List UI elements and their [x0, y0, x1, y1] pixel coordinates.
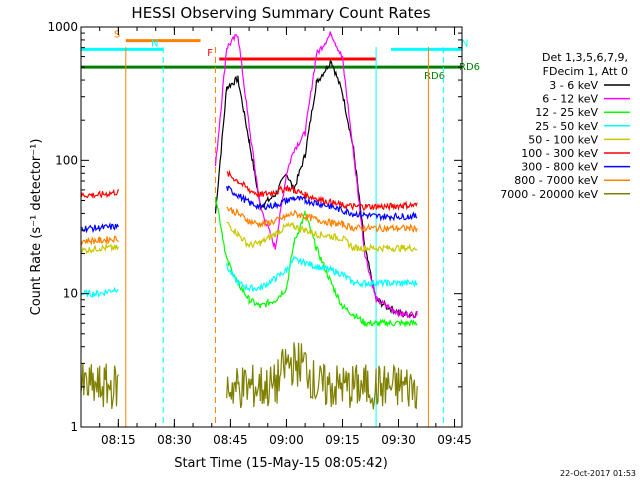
legend-entry-label: 50 - 100 keV: [528, 133, 598, 146]
y-tick-label: 1000: [47, 20, 78, 34]
legend-entry-label: 800 - 7000 keV: [514, 174, 598, 187]
plot-frame: [80, 26, 463, 428]
series-line: [226, 169, 418, 212]
x-tick-label: 09:45: [437, 433, 472, 447]
legend-entry-label: 3 - 6 keV: [549, 79, 598, 92]
series-line: [80, 235, 119, 246]
x-tick-label: 09:30: [381, 433, 416, 447]
legend-entry-label: 12 - 25 keV: [535, 106, 598, 119]
series-line: [80, 286, 119, 298]
series-line: [226, 206, 418, 234]
legend-header-line-1: Det 1,3,5,6,7,9,: [542, 51, 628, 64]
legend-header-line-2: FDecim 1, Att 0: [543, 65, 628, 78]
series-line: [214, 59, 418, 319]
flag-label-rd6-edge: RD6: [459, 62, 480, 73]
flag-label: S: [114, 30, 120, 41]
legend: Det 1,3,5,6,7,9, FDecim 1, Att 0 3 - 6 k…: [500, 51, 630, 201]
series-line: [226, 221, 418, 253]
series-line: [226, 185, 418, 222]
x-tick-label: 09:15: [325, 433, 360, 447]
y-tick-label: 100: [55, 153, 78, 167]
tick-layer: 08:15 08:30 08:45 09:00 09:15 09:30 09:45 1 10 10…: [47, 20, 471, 447]
x-tick-label: 08:45: [213, 433, 248, 447]
x-tick-label: 09:00: [269, 433, 304, 447]
legend-entry-label: 25 - 50 keV: [535, 120, 598, 133]
series-line: [214, 31, 418, 319]
flag-label: N: [461, 38, 468, 49]
series-line: [226, 342, 418, 410]
legend-entry-label: 7000 - 20000 keV: [500, 188, 598, 201]
x-axis-label: Start Time (15-May-15 08:05:42): [174, 456, 388, 471]
series-line: [214, 197, 418, 328]
series-line: [80, 363, 119, 409]
flag-label: N: [151, 38, 158, 49]
y-tick-label: 1: [70, 420, 78, 434]
x-tick-label: 08:15: [101, 433, 136, 447]
flag-label: F: [207, 48, 213, 59]
timestamp: 22-Oct-2017 01:53: [560, 469, 636, 478]
legend-entry-label: 300 - 800 keV: [521, 161, 598, 174]
series-line: [226, 255, 418, 293]
x-tick-label: 08:30: [157, 433, 192, 447]
series-line: [80, 242, 119, 255]
flag-layer: S N N F RD6 RD6: [81, 30, 480, 427]
chart-title: HESSI Observing Summary Count Rates: [131, 4, 430, 22]
flag-label: RD6: [424, 71, 445, 82]
legend-entry-label: 100 - 300 keV: [521, 147, 598, 160]
series-line: [80, 221, 119, 234]
legend-entry-label: 6 - 12 keV: [542, 93, 598, 106]
series-line: [80, 188, 119, 199]
series-layer: [80, 31, 418, 410]
y-tick-label: 10: [63, 287, 78, 301]
y-axis-label: Count Rate (s⁻¹ detector⁻¹): [29, 139, 44, 316]
